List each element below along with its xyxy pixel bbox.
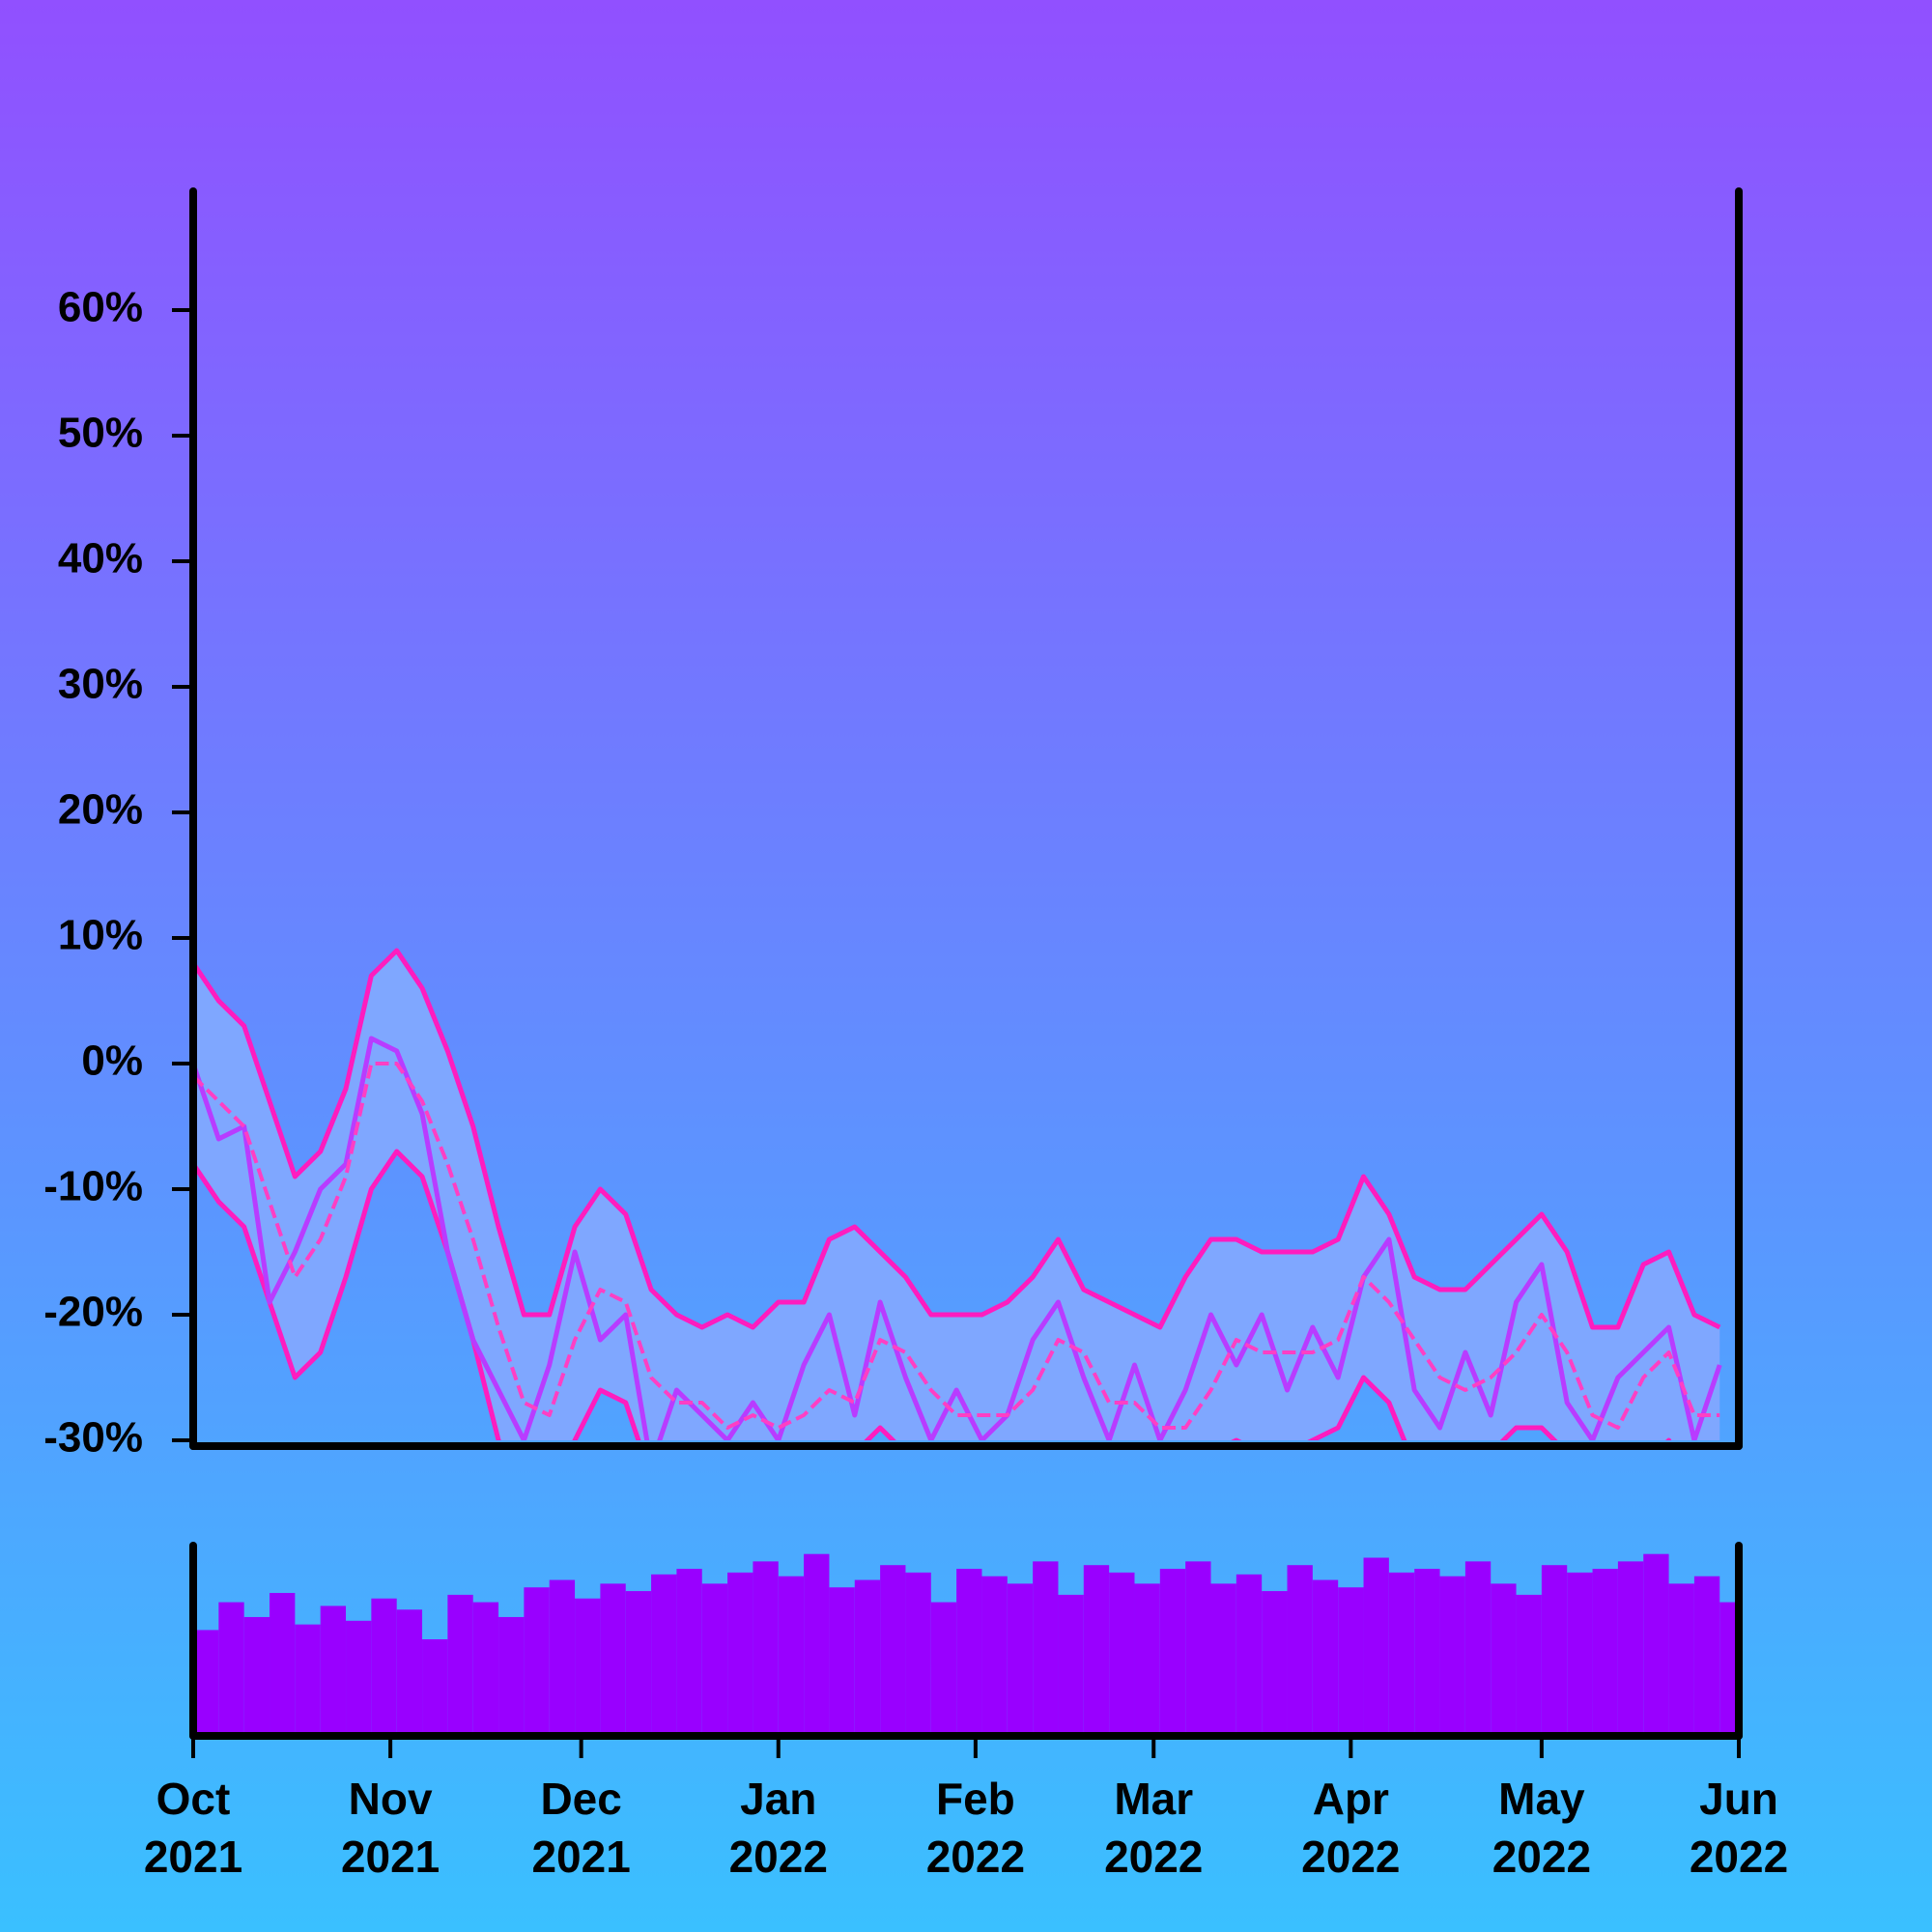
volume-bar: [1363, 1557, 1389, 1732]
volume-bar: [753, 1561, 779, 1732]
volume-bar: [1159, 1569, 1186, 1732]
volume-bar: [524, 1587, 550, 1732]
volume-bar: [1185, 1561, 1211, 1732]
volume-bar: [1236, 1574, 1263, 1732]
volume-bar: [600, 1583, 626, 1732]
volume-bar: [575, 1598, 601, 1732]
y-tick-label: 30%: [58, 661, 143, 708]
volume-bar: [193, 1630, 219, 1732]
volume-bar: [956, 1569, 982, 1732]
y-tick-label: 50%: [58, 410, 143, 457]
volume-bar: [243, 1616, 270, 1732]
volume-bar: [905, 1572, 931, 1732]
x-tick-label: 2021: [144, 1832, 242, 1882]
volume-bar: [1083, 1565, 1110, 1732]
volume-bar: [472, 1602, 499, 1732]
volume-bar: [1592, 1569, 1618, 1732]
volume-bar: [1109, 1572, 1135, 1732]
volume-bar: [1388, 1572, 1415, 1732]
volume-bar: [320, 1605, 347, 1732]
volume-bar: [1439, 1576, 1465, 1732]
volume-bar: [1312, 1579, 1339, 1732]
x-tick-label: Nov: [349, 1774, 433, 1824]
x-tick-label: May: [1498, 1774, 1585, 1824]
volume-bar: [651, 1574, 677, 1732]
volume-bar: [295, 1624, 321, 1732]
volume-bar: [1541, 1565, 1568, 1732]
x-tick-label: 2021: [341, 1832, 440, 1882]
x-tick-label: Jun: [1699, 1774, 1778, 1824]
volume-bar: [422, 1639, 448, 1732]
volume-bar: [447, 1594, 473, 1732]
x-tick-label: Apr: [1313, 1774, 1389, 1824]
volume-bar: [778, 1576, 805, 1732]
y-tick-label: 40%: [58, 535, 143, 582]
volume-bar: [1693, 1576, 1720, 1732]
y-tick-label: 20%: [58, 786, 143, 834]
volume-bar: [1464, 1561, 1492, 1732]
y-tick-label: -20%: [43, 1289, 143, 1336]
axes: -30% -20% -10% 0% 10% 20% 30% 40% 50% 60% Oct 2021 N…: [43, 187, 1788, 1882]
volume-bar: [1210, 1583, 1236, 1732]
volume-bar: [727, 1572, 753, 1732]
volume-bar: [1262, 1591, 1288, 1732]
volume-bar: [396, 1609, 423, 1732]
plot-area: [193, 948, 1722, 1440]
volume-bar: [1058, 1594, 1084, 1732]
volume-bar: [371, 1598, 397, 1732]
volume-bar: [498, 1616, 525, 1732]
volume-bar: [701, 1583, 728, 1732]
x-tick-label: 2022: [729, 1832, 828, 1882]
x-tick-label: 2022: [1104, 1832, 1203, 1882]
volume-bar: [1668, 1583, 1694, 1732]
volume-bar: [1007, 1583, 1034, 1732]
x-tick-label: 2022: [1690, 1832, 1788, 1882]
volume-bar: [854, 1579, 881, 1732]
volume-area: [193, 1553, 1739, 1732]
y-tick-label: -10%: [43, 1163, 143, 1210]
volume-bar: [1033, 1561, 1059, 1732]
volume-bar: [346, 1620, 372, 1732]
band-area: [193, 951, 1720, 1440]
x-tick-label: Dec: [540, 1774, 621, 1824]
x-tick-label: 2021: [531, 1832, 630, 1882]
volume-bar: [1414, 1569, 1440, 1732]
volume-bar: [1643, 1553, 1669, 1732]
series-line: [193, 948, 1721, 1330]
volume-bar: [1338, 1587, 1364, 1732]
volume-bar: [829, 1587, 855, 1732]
y-tick-label: 10%: [58, 912, 143, 959]
y-tick-label: 0%: [81, 1037, 143, 1085]
volume-bar: [930, 1602, 957, 1732]
volume-bar: [625, 1591, 652, 1732]
volume-bar: [270, 1593, 296, 1732]
volume-bar: [1617, 1561, 1644, 1732]
volume-bar: [549, 1579, 576, 1732]
volume-bar: [1134, 1583, 1160, 1732]
volume-bar: [804, 1553, 830, 1732]
moving-average-line: [193, 1062, 1720, 1430]
x-tick-label: Oct: [156, 1774, 231, 1824]
volume-bar: [1516, 1594, 1542, 1732]
x-tick-label: Feb: [936, 1774, 1015, 1824]
x-tick-label: 2022: [926, 1832, 1025, 1882]
x-tick-label: Jan: [740, 1774, 816, 1824]
volume-bar: [218, 1602, 244, 1732]
y-tick-label: 60%: [58, 284, 143, 331]
x-tick-label: 2022: [1492, 1832, 1591, 1882]
volume-bar: [676, 1569, 702, 1732]
x-tick-label: 2022: [1301, 1832, 1400, 1882]
y-tick-label: -30%: [43, 1414, 143, 1462]
x-tick-label: Mar: [1114, 1774, 1193, 1824]
series-line: [193, 1036, 1722, 1440]
volume-bar: [1567, 1572, 1593, 1732]
volume-bar: [1719, 1602, 1739, 1732]
volume-bar: [1491, 1583, 1517, 1732]
volume-bar: [981, 1576, 1008, 1732]
volume-bar: [1287, 1565, 1313, 1732]
volume-bar: [880, 1565, 906, 1732]
